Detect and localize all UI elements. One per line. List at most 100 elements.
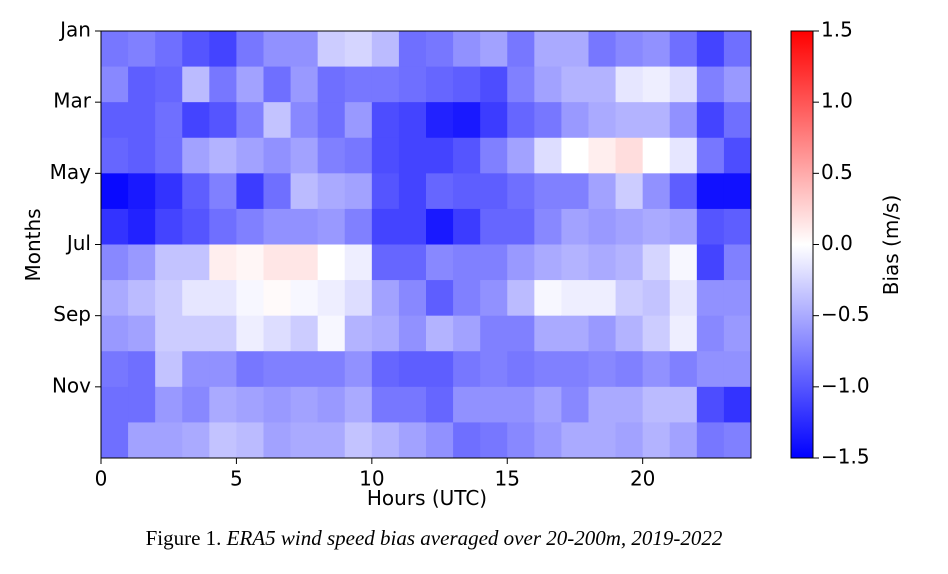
heat-cell (426, 102, 454, 139)
heat-cell (723, 31, 752, 68)
heat-cell (209, 102, 237, 139)
heat-cell (128, 315, 156, 352)
heat-cell (101, 386, 129, 423)
heat-cell (398, 244, 427, 281)
heat-cell (642, 137, 671, 174)
heat-cell (615, 386, 644, 423)
heat-cell (561, 351, 589, 388)
heat-cell (507, 315, 535, 352)
heat-cell (371, 386, 400, 423)
heat-cell (182, 31, 210, 68)
heat-cell (371, 31, 400, 68)
heat-cell (398, 208, 427, 245)
heat-cell (317, 137, 346, 174)
heat-cell (507, 66, 535, 103)
heat-cell (696, 422, 725, 459)
heat-cell (696, 280, 725, 317)
heat-cell (588, 137, 617, 174)
heat-cell (561, 422, 589, 459)
heat-cell (371, 280, 400, 317)
heat-cell (696, 386, 725, 423)
heat-cell (588, 173, 617, 210)
heat-cell (588, 244, 617, 281)
heat-cell (155, 280, 183, 317)
heat-cell (263, 173, 292, 210)
heat-cell (344, 173, 373, 210)
heat-cell (371, 66, 400, 103)
heat-cell (507, 208, 535, 245)
heat-cell (155, 244, 183, 281)
heat-cell (696, 173, 725, 210)
heat-cell (426, 386, 454, 423)
heat-cell (696, 244, 725, 281)
heat-cell (561, 66, 589, 103)
heat-cell (182, 137, 210, 174)
heat-cell (696, 208, 725, 245)
heat-cell (128, 244, 156, 281)
heat-cell (398, 422, 427, 459)
heat-cell (344, 102, 373, 139)
heat-cell (669, 137, 698, 174)
heat-cell (588, 386, 617, 423)
heat-cell (290, 102, 319, 139)
heat-cell (615, 244, 644, 281)
heat-cell (236, 386, 264, 423)
heat-cell (453, 386, 481, 423)
heat-cell (426, 280, 454, 317)
heat-cell (453, 280, 481, 317)
heat-cell (507, 244, 535, 281)
heat-cell (344, 244, 373, 281)
heat-cell (155, 386, 183, 423)
heat-cell (426, 173, 454, 210)
heat-cell (480, 244, 508, 281)
colorbar-label: Bias (m/s) (879, 195, 903, 296)
heat-cell (642, 244, 671, 281)
x-tick-label: 20 (630, 467, 655, 491)
heat-cell (561, 102, 589, 139)
heat-cell (426, 351, 454, 388)
heat-cell (236, 422, 264, 459)
heat-cell (317, 422, 346, 459)
heat-cell (669, 66, 698, 103)
heat-cell (290, 280, 319, 317)
heat-cell (534, 208, 562, 245)
heat-cell (696, 102, 725, 139)
heat-cell (182, 422, 210, 459)
heat-cell (588, 351, 617, 388)
heat-cell (723, 173, 752, 210)
heat-cell (398, 31, 427, 68)
heat-cell (182, 386, 210, 423)
colorbar-tick-label: −0.5 (821, 302, 870, 326)
heat-cell (723, 244, 752, 281)
heat-cell (723, 315, 752, 352)
heat-cell (398, 315, 427, 352)
heat-cell (128, 31, 156, 68)
heat-cell (236, 102, 264, 139)
heat-cell (209, 422, 237, 459)
heat-cell (209, 31, 237, 68)
heat-cell (588, 280, 617, 317)
heat-cell (182, 102, 210, 139)
heat-cell (669, 351, 698, 388)
heat-cell (561, 315, 589, 352)
heat-cell (263, 315, 292, 352)
heat-cell (426, 31, 454, 68)
heat-cell (263, 66, 292, 103)
heat-cell (398, 102, 427, 139)
heat-cell (426, 422, 454, 459)
heat-cell (534, 351, 562, 388)
heat-cell (615, 31, 644, 68)
heat-cell (588, 66, 617, 103)
heat-cell (615, 137, 644, 174)
heat-cell (642, 422, 671, 459)
heat-cell (723, 102, 752, 139)
heat-cell (615, 315, 644, 352)
heat-cell (344, 137, 373, 174)
heat-cell (696, 351, 725, 388)
heat-cell (209, 280, 237, 317)
heat-cell (155, 315, 183, 352)
caption-label: Figure 1. (146, 526, 222, 550)
heat-cell (615, 422, 644, 459)
heat-cell (236, 66, 264, 103)
heat-cell (453, 31, 481, 68)
